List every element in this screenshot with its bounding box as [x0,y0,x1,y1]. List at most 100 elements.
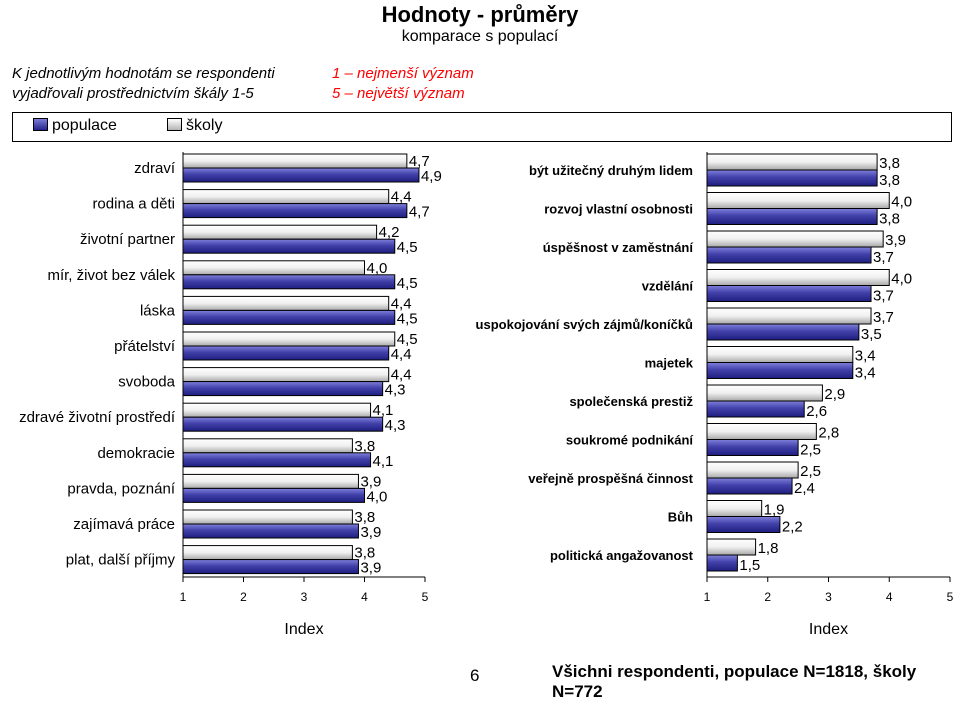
bar-populace [182,345,390,361]
bar-populace [706,169,878,187]
bar-skoly [706,307,872,325]
bar-skoly [706,423,817,440]
category-label: rodina a děti [92,196,175,213]
bar-skoly [706,461,799,479]
data-label-skoly: 3,8 [354,438,375,455]
data-label-populace: 4,7 [409,204,430,221]
bar-skoly [182,153,408,169]
x-tick-label: 3 [301,590,308,604]
legend-swatch-skoly [167,118,182,131]
category-label: soukromé podnikání [566,433,694,448]
bar-skoly [182,331,396,347]
data-label-populace: 4,5 [397,310,418,327]
data-label-populace: 3,5 [861,326,882,343]
bar-skoly [182,545,353,561]
bar-skoly [182,473,359,489]
data-label-skoly: 3,8 [354,545,375,562]
bar-skoly [706,346,854,363]
x-axis-title: Index [809,621,848,638]
data-label-skoly: 2,8 [818,425,839,442]
category-label: Bůh [668,510,693,525]
data-label-skoly: 4,0 [367,260,388,277]
x-axis-title: Index [284,621,323,638]
bar-skoly [706,230,884,248]
bar-skoly [706,500,763,517]
data-label-skoly: 4,5 [397,331,418,348]
legend-label-populace: populace [52,117,117,134]
bar-skoly [182,260,365,276]
category-label: svoboda [118,374,175,391]
data-label-populace: 4,0 [367,488,388,505]
data-label-skoly: 4,0 [891,271,912,288]
data-label-skoly: 3,9 [360,473,381,490]
category-label: pravda, poznání [67,480,175,497]
bar-populace [706,246,872,264]
bar-populace [182,238,396,254]
bar-populace [182,167,420,183]
page-subtitle: komparace s populací [401,28,559,45]
bar-skoly [706,153,878,171]
data-label-skoly: 3,8 [879,155,900,172]
category-label: přátelství [114,338,176,355]
data-label-populace: 2,5 [800,442,821,459]
legend-item-populace: populace [33,117,117,135]
bar-populace [706,477,793,495]
category-label: plat, další příjmy [66,552,176,569]
data-label-skoly: 4,2 [379,224,400,241]
x-tick-label: 4 [886,590,893,604]
bar-populace [706,439,799,456]
bar-skoly [182,367,390,383]
bar-populace [706,208,878,225]
data-label-populace: 2,4 [794,480,815,497]
intro-line-2: vyjadřovali prostřednictvím škály 1-5 [12,85,254,102]
page-title: Hodnoty - průměry [381,2,579,27]
bar-skoly [182,224,378,240]
x-tick-label: 2 [764,590,771,604]
bar-populace [182,203,408,219]
category-label: demokracie [97,445,175,462]
data-label-populace: 3,4 [855,365,876,382]
intro-text: K jednotlivým hodnotám se respondenti vy… [12,64,322,104]
bar-populace [706,516,781,533]
category-label: zdraví [134,160,176,177]
category-label: rozvoj vlastní osobnosti [544,202,693,217]
respondents-note: Všichni respondenti, populace N=1818, šk… [552,662,917,701]
data-label-populace: 3,9 [360,524,381,541]
bar-skoly [182,189,390,205]
data-label-skoly: 4,4 [391,295,412,312]
data-label-skoly: 4,4 [391,367,412,384]
bar-populace [182,523,359,539]
data-label-populace: 4,3 [385,382,406,399]
x-tick-label: 1 [180,590,187,604]
bar-populace [706,362,854,379]
data-label-skoly: 2,9 [824,386,845,403]
data-label-populace: 4,3 [385,417,406,434]
bar-skoly [182,402,372,418]
data-label-populace: 3,8 [879,172,900,189]
data-label-skoly: 4,4 [391,189,412,206]
scale-note: 1 – nejmenší význam 5 – největší význam [332,64,474,104]
legend-item-skoly: školy [167,117,222,135]
data-label-skoly: 3,4 [855,348,876,365]
bar-skoly [706,192,890,209]
bar-populace [182,452,372,468]
bar-populace [706,554,738,572]
x-tick-label: 5 [947,590,954,604]
scale-line-1: 1 – nejmenší význam [332,65,474,82]
category-label: politická angažovanost [550,548,694,563]
bar-skoly [706,384,823,402]
category-label: mír, život bez válek [47,267,175,284]
legend-swatch-populace [33,118,48,131]
x-tick-label: 2 [240,590,247,604]
data-label-populace: 4,5 [397,239,418,256]
data-label-populace: 4,9 [421,168,442,185]
bar-skoly [706,269,890,286]
bar-populace [706,285,872,302]
category-label: životní partner [80,231,175,248]
bar-populace [182,274,396,290]
data-label-skoly: 2,5 [800,463,821,480]
data-label-skoly: 4,0 [891,194,912,211]
category-label: majetek [645,356,694,371]
intro-line-1: K jednotlivým hodnotám se respondenti [12,65,275,82]
